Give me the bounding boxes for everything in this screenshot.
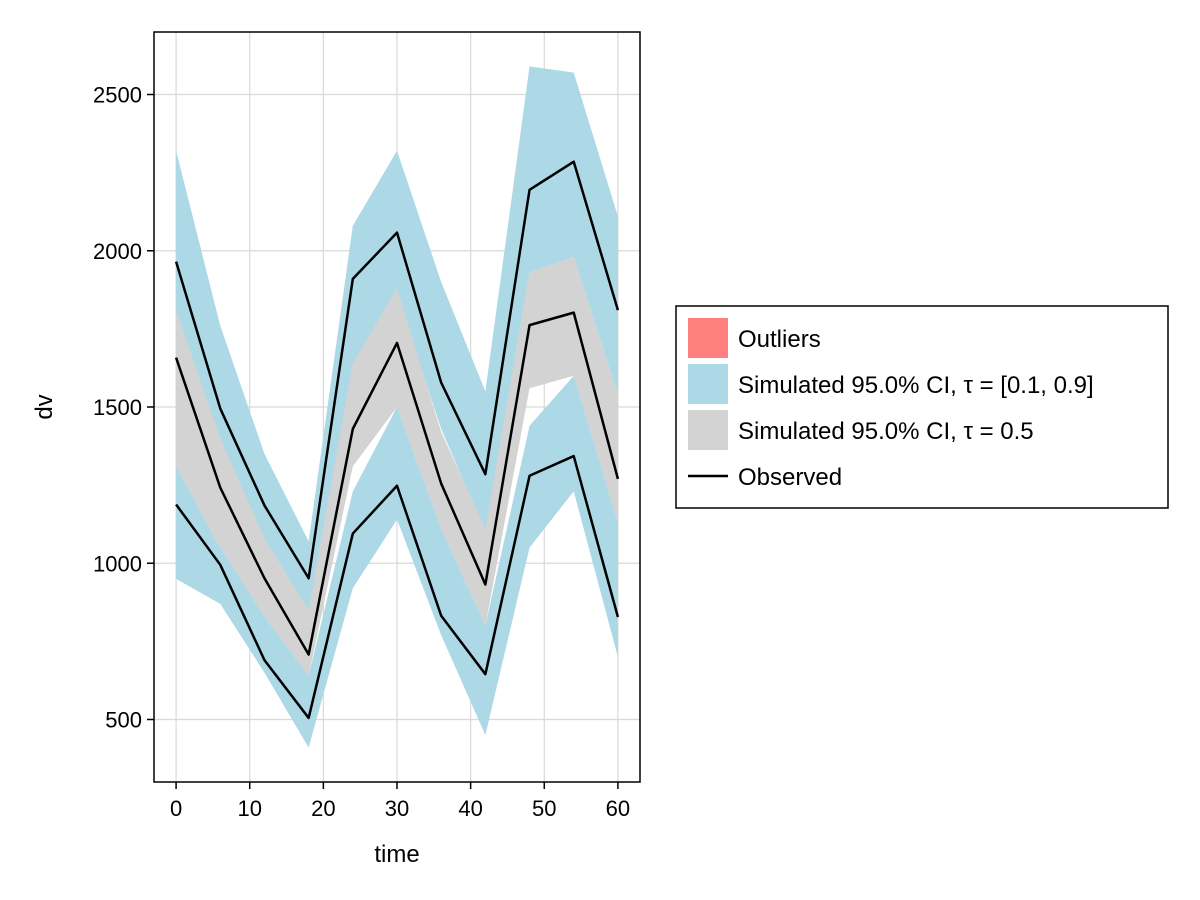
observed-line <box>175 454 620 720</box>
legend: Outliers Simulated 95.0% CI, τ = [0.1, 0… <box>675 305 1169 509</box>
legend-swatch-outliers <box>688 318 728 358</box>
observed-line <box>174 160 620 580</box>
y-tick-label: 1500 <box>93 395 142 420</box>
x-tick-label: 50 <box>532 796 556 821</box>
legend-label-observed: Observed <box>738 464 842 491</box>
y-tick-label: 2500 <box>93 83 142 108</box>
x-tick-label: 0 <box>170 796 182 821</box>
y-axis-label: dv <box>31 394 58 419</box>
observed-lines <box>174 160 620 720</box>
x-tick-label: 60 <box>606 796 630 821</box>
legend-box <box>675 305 1169 509</box>
legend-label-outliers: Outliers <box>738 326 821 353</box>
x-axis-label: time <box>374 841 419 868</box>
x-axis-ticks: 0 10 20 30 40 50 60 <box>170 782 630 821</box>
y-axis-ticks: 500 1000 1500 2000 2500 <box>93 83 154 733</box>
x-tick-label: 10 <box>237 796 261 821</box>
x-tick-label: 20 <box>311 796 335 821</box>
x-tick-label: 30 <box>385 796 409 821</box>
y-tick-label: 1000 <box>93 551 142 576</box>
ci-band <box>176 257 618 676</box>
legend-label-ci-median: Simulated 95.0% CI, τ = 0.5 <box>738 418 1034 445</box>
ci-band <box>176 375 618 748</box>
legend-swatch-ci-median <box>688 410 728 450</box>
legend-swatch-ci-outer <box>688 364 728 404</box>
observed-line <box>174 311 620 656</box>
ci-band <box>176 66 618 632</box>
x-tick-label: 40 <box>458 796 482 821</box>
y-tick-label: 2000 <box>93 239 142 264</box>
y-tick-label: 500 <box>105 708 142 733</box>
ci-bands <box>176 66 618 748</box>
legend-label-ci-outer: Simulated 95.0% CI, τ = [0.1, 0.9] <box>738 372 1094 399</box>
